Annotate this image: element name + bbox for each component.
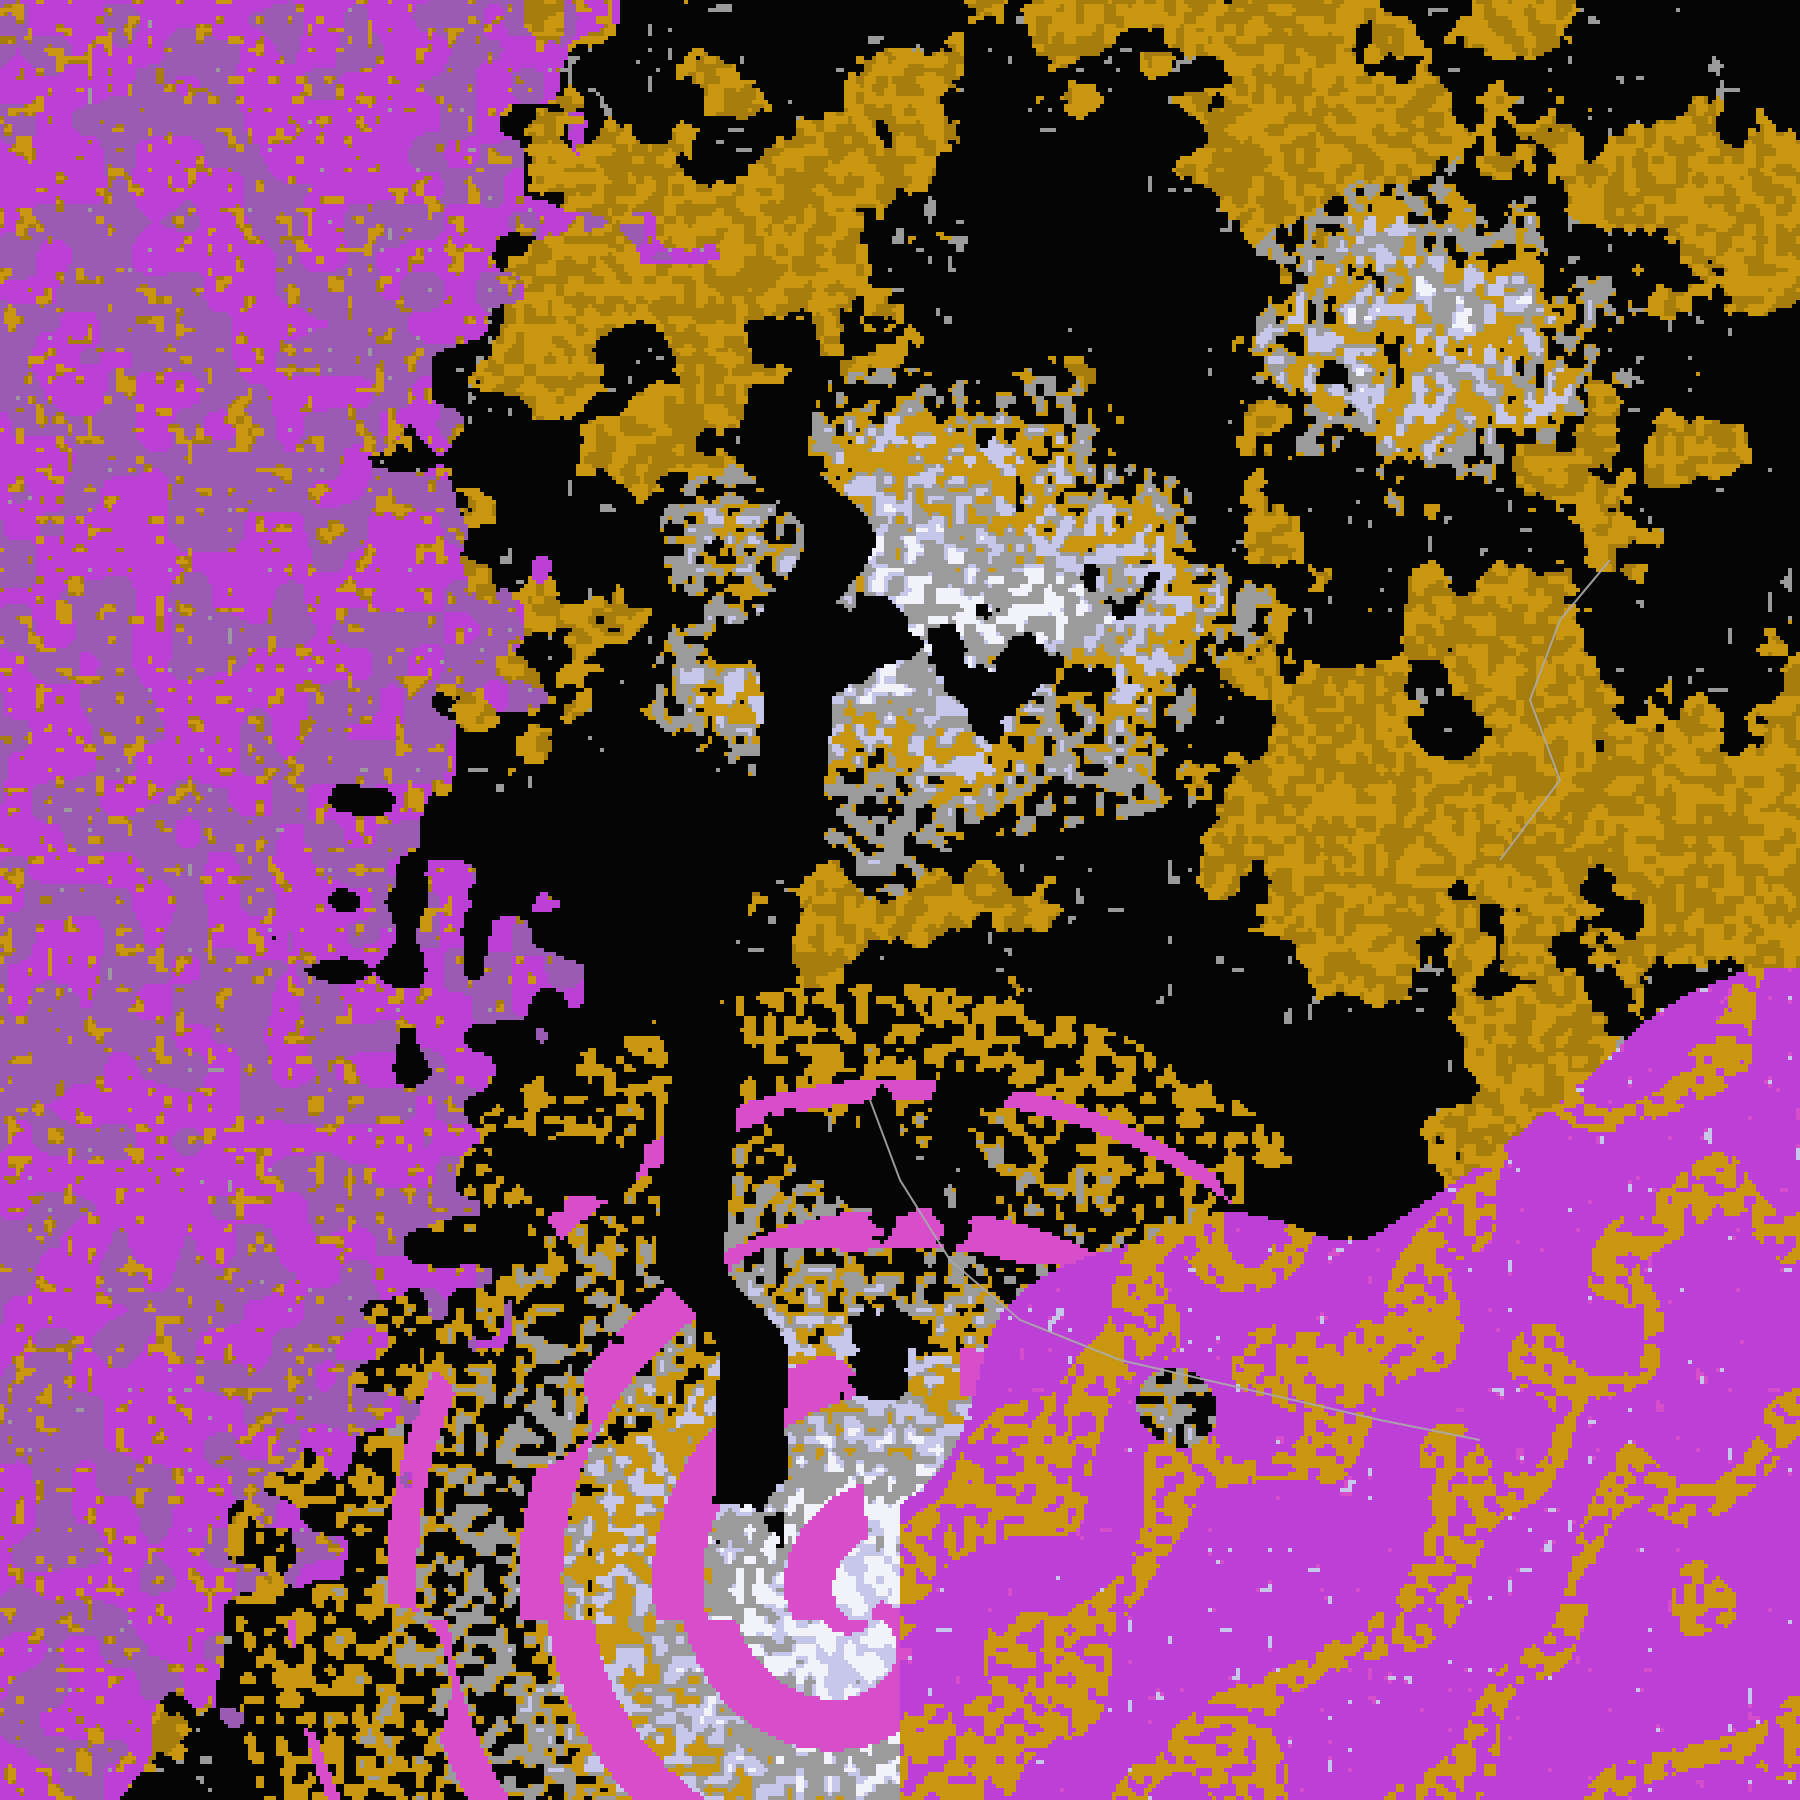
classified-satellite-image — [0, 0, 1800, 1800]
image-canvas-container — [0, 0, 1800, 1800]
